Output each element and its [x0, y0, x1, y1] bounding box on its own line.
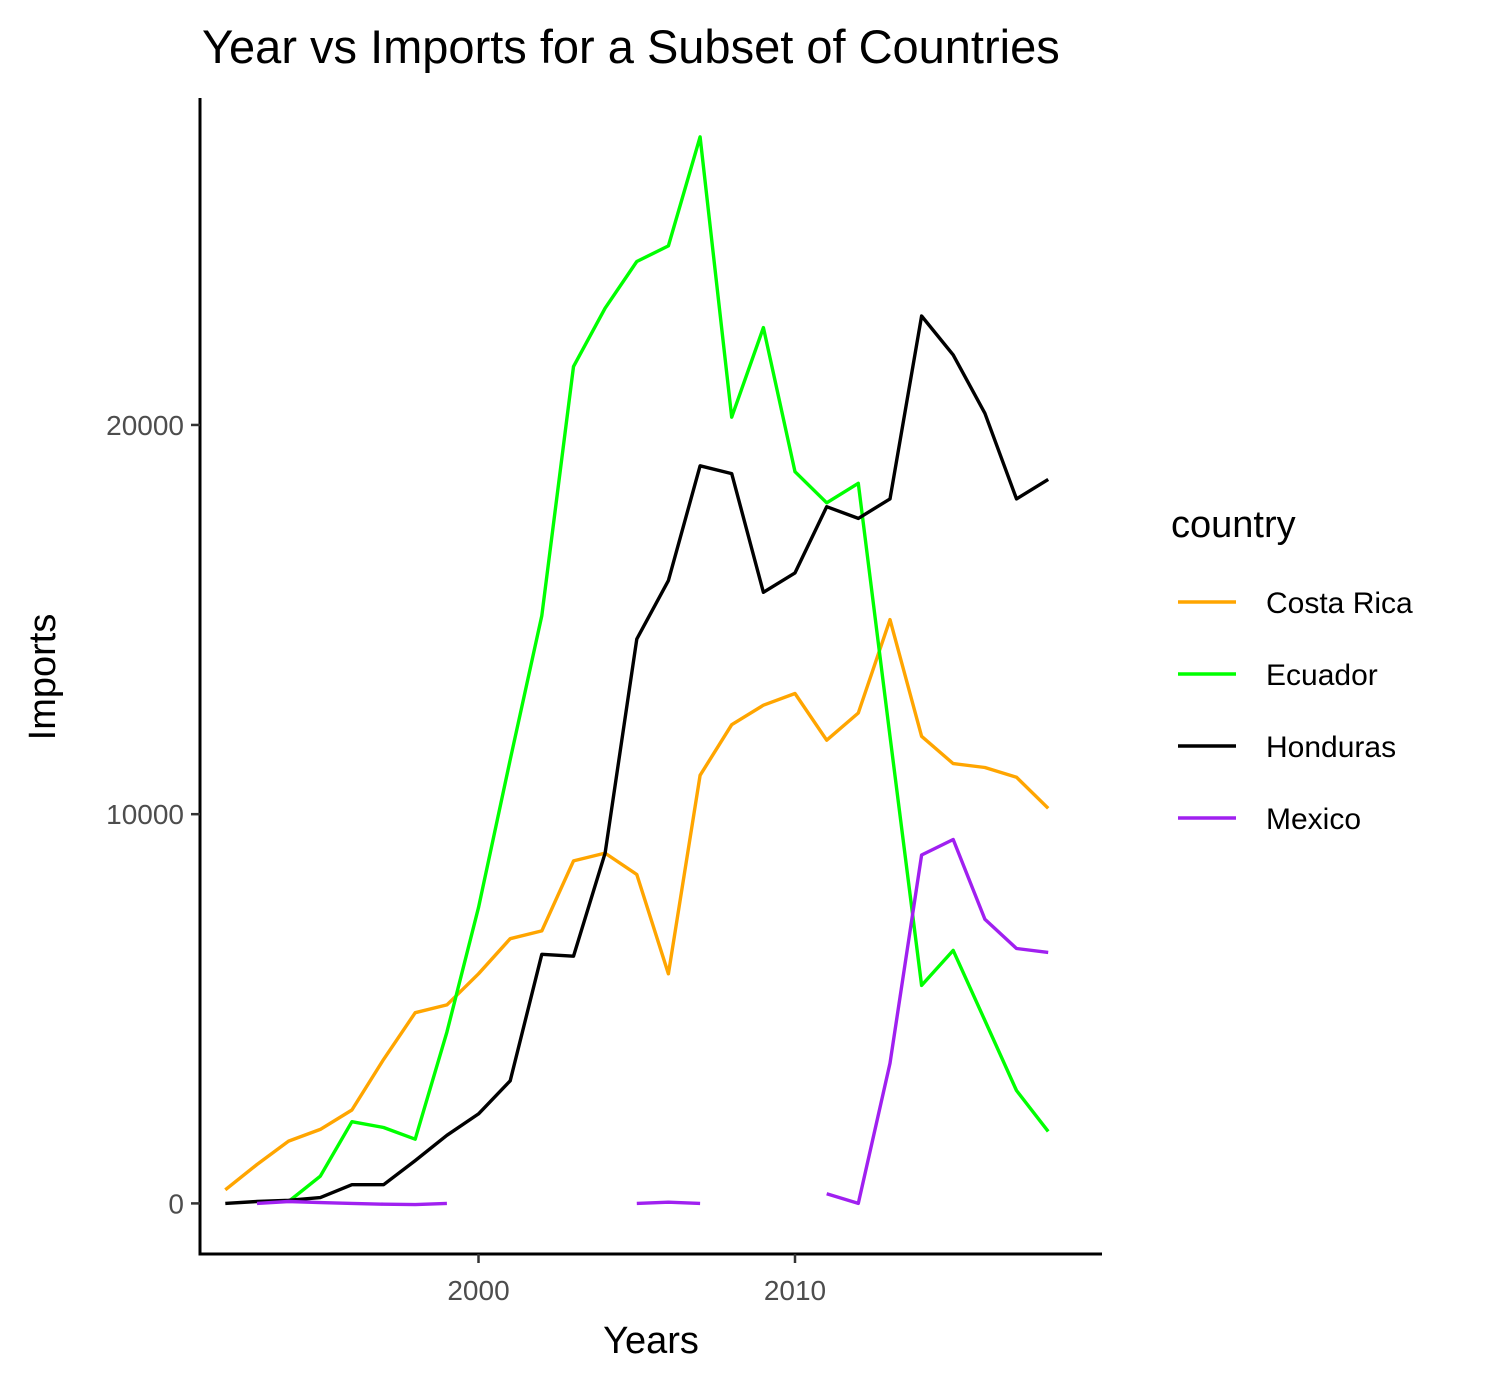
series-line-honduras	[225, 314, 1050, 1206]
legend-label-ecuador: Ecuador	[1266, 659, 1378, 692]
legend-items: Costa Rica Ecuador Honduras Mexico	[1178, 587, 1413, 836]
series-line-costa-rica	[224, 617, 1050, 1192]
x-axis-ticks: 2000 2010	[447, 1254, 826, 1306]
x-tick-label: 2010	[764, 1275, 826, 1306]
y-axis-title: Imports	[22, 614, 64, 741]
series-line-mexico	[256, 1199, 447, 1207]
series-line-ecuador	[287, 135, 1050, 1203]
legend-item-mexico: Mexico	[1178, 803, 1361, 836]
y-tick-label: 10000	[106, 799, 184, 830]
y-axis-ticks: 0 10000 20000	[106, 410, 200, 1219]
y-tick-label: 0	[168, 1188, 184, 1219]
legend-item-costa-rica: Costa Rica	[1178, 587, 1413, 620]
chart-title: Year vs Imports for a Subset of Countrie…	[202, 20, 1060, 73]
legend-label-honduras: Honduras	[1266, 731, 1396, 764]
x-axis-title: Years	[603, 1320, 699, 1362]
legend-title: country	[1171, 504, 1296, 546]
x-tick-label: 2000	[447, 1275, 509, 1306]
plot-lines	[224, 135, 1050, 1207]
series-line-mexico	[636, 1200, 701, 1206]
series-line-mexico	[826, 837, 1049, 1206]
y-tick-label: 20000	[106, 410, 184, 441]
legend-item-ecuador: Ecuador	[1178, 659, 1378, 692]
legend-label-mexico: Mexico	[1266, 803, 1361, 836]
legend-label-costa-rica: Costa Rica	[1266, 587, 1413, 620]
legend: country Costa Rica Ecuador Honduras Mexico	[1171, 504, 1413, 836]
legend-item-honduras: Honduras	[1178, 731, 1396, 764]
